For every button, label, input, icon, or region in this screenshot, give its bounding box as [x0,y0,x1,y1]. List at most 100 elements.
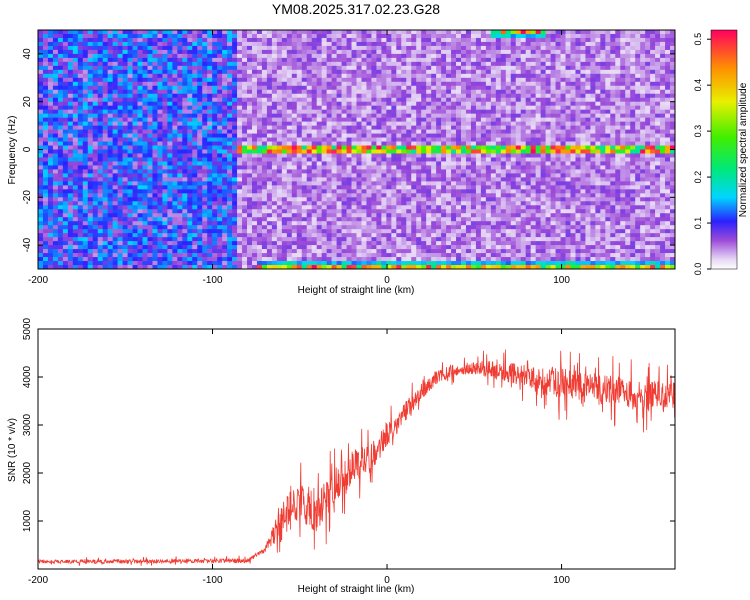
spectrogram-cell [167,221,173,226]
spectrogram-cell [167,209,173,214]
spectrogram-cell [167,137,173,142]
spectrogram-cell [256,113,263,118]
spectrogram-cell [331,229,337,234]
spectrogram-cell [227,73,233,79]
spectrogram-cell [97,125,103,130]
spectrogram-cell [411,37,417,43]
spectrogram-cell [301,189,308,194]
spectrogram-cell [436,73,442,79]
spectrogram-cell [232,153,238,158]
spectrogram-cell [207,213,213,218]
spectrogram-cell [271,177,278,182]
spectrogram-cell [187,37,193,43]
spectrogram-cell [202,133,208,138]
spectrogram-cell [301,117,308,122]
spectrogram-cell [67,261,74,266]
spectrogram-cell [177,129,183,134]
spectrogram-cell [127,145,133,150]
spectrogram-cell [396,41,402,47]
spectrogram-cell [67,169,74,174]
spectrogram-cell [296,169,303,174]
spectrogram-cell [301,149,308,154]
spectrogram-cell [157,161,163,166]
spectrogram-cell [306,105,313,110]
spectrogram-cell [207,257,213,262]
spectrogram-cell [286,165,293,170]
spectrogram-cell [311,77,317,83]
spectrogram-cell [316,153,322,158]
spectrogram-cell [271,161,278,166]
spectrogram-cell [431,81,437,87]
spectrogram-cell [77,57,84,63]
spectrogram-cell [112,165,118,170]
spectrogram-cell [152,53,158,59]
spectrogram-cell [301,30,308,35]
spectrogram-cell [406,61,412,67]
spectrogram-cell [361,153,367,158]
spectrogram-cell [182,145,188,150]
spectrogram-cell [147,193,153,198]
spectrogram-cell [232,121,238,126]
spectrogram-cell [47,53,54,59]
spectrogram-cell [137,221,143,226]
spectrogram-cell [301,165,308,170]
spectrogram-cell [72,61,79,67]
spectrogram-cell [217,73,223,79]
spectrogram-cell [256,193,263,198]
spectrogram-cell [376,205,382,210]
spectrogram-cell [107,49,113,55]
spectrogram-cell [137,81,143,87]
spectrogram-cell [242,49,248,55]
spectrogram-cell [52,177,59,182]
spectrogram-cell [62,121,69,126]
spectrogram-cell [256,37,263,43]
spectrogram-cell [406,129,412,134]
spectrogram-cell [286,129,293,134]
spectrogram-cell [311,225,317,230]
spectrogram-cell [132,121,138,126]
spectrogram-cell [391,185,397,190]
spectrogram-cell [416,157,422,162]
spectrogram-cell [62,197,69,202]
spectrogram-cell [92,217,99,222]
spectrogram-cell [77,265,84,270]
spectrogram-cell [316,81,322,87]
spectrogram-cell [416,125,422,130]
spectrogram-cell [291,265,298,270]
spectrogram-cell [421,137,427,142]
spectrogram-cell [92,265,99,270]
spectrogram-cell [207,249,213,254]
spectrogram-cell [132,85,138,91]
spectrogram-cell [396,101,402,106]
spectrogram-cell [271,193,278,198]
spectrogram-cell [326,30,332,35]
spectrogram-cell [336,49,342,55]
spectrogram-cell [361,149,367,154]
spectrogram-cell [192,33,198,39]
spectrogram-cell [102,89,108,95]
spectrogram-cell [192,257,198,262]
spectrogram-cell [47,153,54,158]
spectrogram-cell [52,257,59,262]
spectrogram-cell [167,193,173,198]
spectrogram-cell [386,73,392,79]
spectrogram-cell [47,249,54,254]
spectrogram-cell [162,77,168,83]
spectrogram-cell [291,233,298,238]
spectrogram-cell [386,177,392,182]
spectrogram-cell [251,57,258,63]
spectrogram-cell [271,229,278,234]
spectrogram-cell [271,125,278,130]
spectrogram-cell [147,153,153,158]
spectrogram-cell [301,137,308,142]
spectrogram-cell [411,205,417,210]
spectrogram-cell [72,213,79,218]
spectrogram-cell [371,129,377,134]
spectrogram-cell [341,133,347,138]
spectrogram-cell [157,217,163,222]
spectrogram-cell [222,209,228,214]
spectrogram-cell [237,81,243,87]
spectrogram-cell [82,149,89,154]
spectrogram-cell [42,73,49,79]
spectrogram-cell [356,30,362,35]
